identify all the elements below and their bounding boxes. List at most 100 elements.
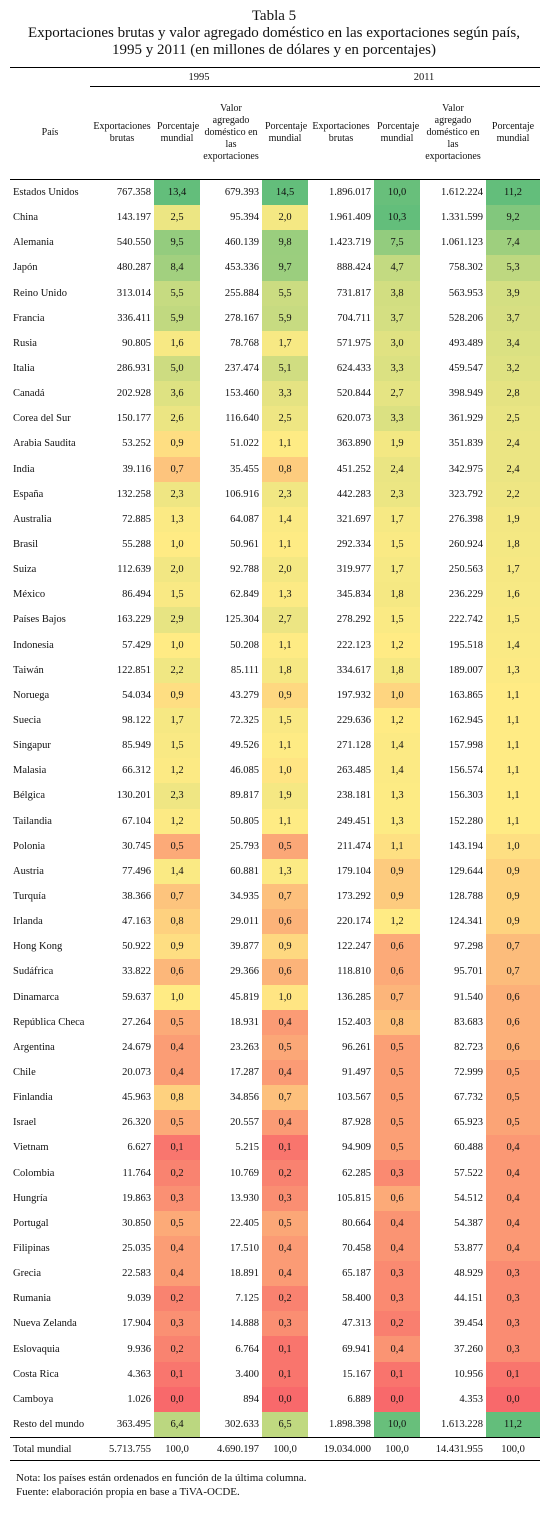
country: Brasil: [13, 539, 39, 551]
table-row: Austria 77.496 1,4 60.881 1,3 179.104 0,9 129.6…: [10, 858, 540, 884]
country: Dinamarca: [13, 991, 60, 1003]
total-cell: 100,0: [262, 1437, 308, 1462]
value-cell: 122.851: [116, 664, 151, 676]
percentage-cell: 0,4: [262, 1110, 308, 1136]
value-cell: 50.805: [230, 815, 259, 827]
value-cell: 220.174: [336, 916, 371, 928]
value-cell: 67.104: [122, 815, 151, 827]
value-cell: 679.393: [224, 187, 259, 199]
percentage-cell: 0,2: [262, 1286, 308, 1312]
table-row: Israel 26.320 0,5 20.557 0,4 87.928 0,5 65.923 0…: [10, 1110, 540, 1136]
country: Bélgica: [13, 790, 46, 802]
percentage-cell: 2,0: [154, 557, 200, 583]
value-cell: 451.252: [336, 463, 371, 475]
country: Eslovaquia: [13, 1343, 60, 1355]
value-cell: 82.723: [454, 1041, 483, 1053]
value-cell: 361.929: [448, 413, 483, 425]
value-cell: 10.956: [454, 1368, 483, 1380]
value-cell: 35.455: [230, 463, 259, 475]
table-row: Dinamarca 59.637 1,0 45.819 1,0 136.285 0,7 91.…: [10, 984, 540, 1010]
percentage-cell: 2,4: [374, 456, 420, 482]
value-cell: 17.510: [230, 1242, 259, 1254]
value-cell: 92.788: [230, 564, 259, 576]
percentage-cell: 0,4: [486, 1135, 540, 1161]
value-cell: 260.924: [448, 539, 483, 551]
percentage-cell: 0,0: [374, 1386, 420, 1412]
country: Vietnam: [13, 1142, 49, 1154]
table-row: Brasil 55.288 1,0 50.961 1,1 292.334 1,5 260.92…: [10, 531, 540, 558]
percentage-cell: 1,2: [154, 758, 200, 784]
value-cell: 222.742: [448, 614, 483, 626]
value-cell: 222.123: [336, 639, 371, 651]
country: Singapur: [13, 740, 51, 752]
value-cell: 4.353: [459, 1393, 483, 1405]
value-cell: 398.949: [448, 388, 483, 400]
value-cell: 89.817: [230, 790, 259, 802]
value-cell: 50.961: [230, 539, 259, 551]
spacer: [10, 67, 90, 87]
percentage-cell: 0,2: [154, 1336, 200, 1362]
percentage-cell: 1,8: [374, 657, 420, 683]
value-cell: 125.304: [224, 614, 259, 626]
value-cell: 91.497: [342, 1066, 371, 1078]
value-cell: 173.292: [336, 891, 371, 902]
value-cell: 278.167: [224, 312, 259, 324]
percentage-cell: 1,1: [486, 733, 540, 759]
value-cell: 313.014: [116, 287, 151, 299]
value-cell: 18.931: [230, 1016, 259, 1028]
percentage-cell: 1,9: [374, 431, 420, 457]
value-cell: 50.208: [230, 639, 259, 651]
value-cell: 24.679: [122, 1041, 151, 1053]
country: Hong Kong: [13, 941, 63, 953]
value-cell: 278.292: [336, 614, 371, 626]
percentage-cell: 0,5: [154, 1110, 200, 1136]
percentage-cell: 1,0: [486, 833, 540, 859]
value-cell: 34.856: [230, 1092, 259, 1104]
percentage-cell: 0,3: [374, 1261, 420, 1287]
percentage-cell: 1,2: [374, 707, 420, 734]
value-cell: 87.928: [342, 1117, 371, 1129]
notes: Nota: los países están ordenados en func…: [16, 1471, 548, 1499]
percentage-cell: 0,1: [374, 1361, 420, 1387]
value-cell: 26.320: [122, 1117, 151, 1129]
country: Reino Unido: [13, 287, 67, 299]
percentage-cell: 1,3: [154, 506, 200, 532]
percentage-cell: 3,4: [486, 330, 540, 356]
percentage-cell: 2,7: [262, 607, 308, 633]
table-row: Noruega 54.034 0,9 43.279 0,9 197.932 1,0 163.8…: [10, 682, 540, 708]
value-cell: 460.139: [224, 237, 259, 249]
value-cell: 65.923: [454, 1117, 483, 1129]
percentage-cell: 0,1: [262, 1135, 308, 1161]
percentage-cell: 5,9: [262, 305, 308, 331]
value-cell: 48.929: [454, 1268, 483, 1280]
percentage-cell: 9,7: [262, 255, 308, 281]
subtitle: 1995 y 2011 (en millones de dólares y en…: [112, 42, 436, 58]
percentage-cell: 0,4: [154, 1235, 200, 1262]
percentage-cell: 0,2: [154, 1160, 200, 1186]
value-cell: 83.683: [454, 1016, 483, 1028]
percentage-cell: 0,9: [154, 934, 200, 960]
value-cell: 105.815: [336, 1192, 371, 1204]
country: Suiza: [13, 564, 37, 576]
value-cell: 156.303: [448, 790, 483, 802]
table-row: Turquía 38.366 0,7 34.935 0,7 173.292 0,9 128.7…: [10, 883, 540, 910]
percentage-cell: 0,2: [262, 1160, 308, 1186]
value-cell: 130.201: [116, 790, 151, 802]
table-row: Camboya 1.026 0,0 894 0,0 6.889 0,0 4.353 0,0: [10, 1386, 540, 1412]
value-cell: 34.935: [230, 891, 259, 902]
title: Tabla 5: [251, 8, 297, 24]
value-cell: 7.125: [235, 1293, 259, 1305]
table-row: España 132.258 2,3 106.916 2,3 442.283 2,3 323.…: [10, 481, 540, 507]
value-cell: 128.788: [448, 891, 483, 902]
total-label: Total mundial: [10, 1437, 90, 1462]
value-cell: 43.279: [230, 689, 259, 701]
value-cell: 55.288: [122, 539, 151, 551]
table-row: Singapur 85.949 1,5 49.526 1,1 271.128 1,4 157.…: [10, 733, 540, 759]
value-cell: 363.890: [336, 438, 371, 450]
percentage-cell: 0,0: [486, 1386, 540, 1412]
table-row: Italia 286.931 5,0 237.474 5,1 624.433 3,3 459.…: [10, 355, 540, 382]
value-cell: 25.793: [230, 840, 259, 852]
value-cell: 442.283: [336, 488, 371, 500]
percentage-cell: 0,5: [262, 1034, 308, 1060]
value-cell: 23.263: [230, 1041, 259, 1053]
